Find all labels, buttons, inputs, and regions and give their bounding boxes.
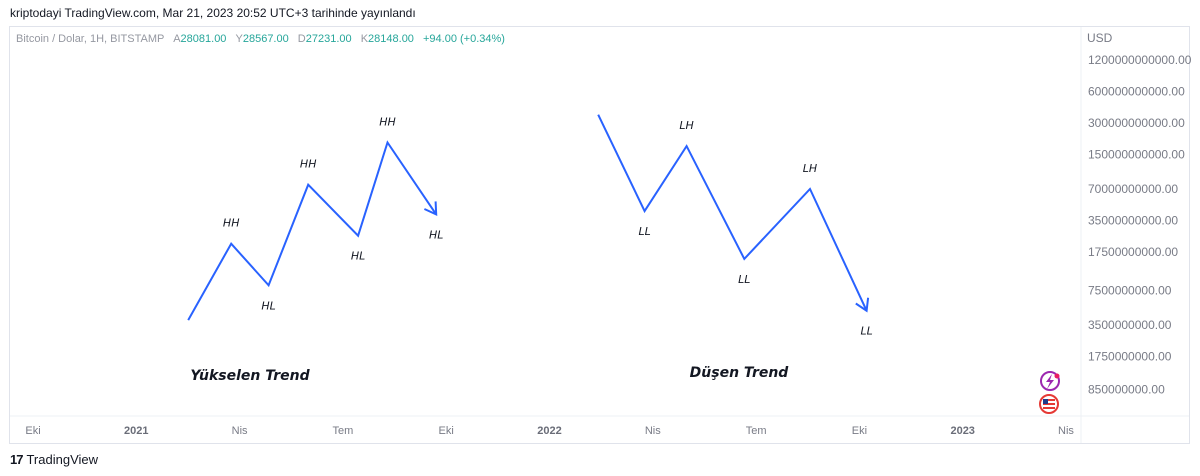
us-flag-icon[interactable] — [1039, 394, 1059, 414]
time-tick-label: Tem — [333, 425, 354, 437]
drawing-layer: HH HL HH HL HH HL Yükselen Trend LL LH LL LH LL Düşe… — [187, 114, 873, 384]
swing-label: HH — [300, 158, 317, 171]
time-tick-label: 2021 — [124, 425, 148, 437]
price-tick-label: 3500000000.00 — [1088, 318, 1172, 332]
legend-open-key: A — [173, 33, 181, 45]
legend-open: 28081.00 — [180, 33, 227, 45]
time-tick-label: 2022 — [537, 425, 561, 437]
time-tick-label: Nis — [645, 425, 661, 437]
trend-annotation: Düşen Trend — [690, 365, 790, 381]
time-tick-label: Eki — [25, 425, 40, 437]
swing-label: HL — [429, 228, 443, 241]
symbol-legend: Bitcoin / Dolar, 1H, BITSTAMP A28081.00 … — [16, 33, 505, 45]
swing-label: LH — [679, 119, 693, 132]
legend-high: 28567.00 — [242, 33, 289, 45]
price-axis[interactable]: 1200000000000.00 600000000000.00 300000000… — [1088, 53, 1192, 396]
legend-low-key: D — [297, 33, 306, 45]
legend-low: 27231.00 — [305, 33, 352, 45]
legend-high-key: Y — [235, 33, 243, 45]
time-axis[interactable]: Eki 2021 Nis Tem Eki 2022 Nis Tem Eki 2023 Nis — [25, 425, 1074, 437]
price-tick-label: 17500000000.00 — [1088, 245, 1178, 259]
wave-arrowhead — [855, 297, 870, 313]
time-tick-label: Eki — [439, 425, 454, 437]
price-tick-label: 1750000000.00 — [1088, 350, 1172, 364]
legend-close: 28148.00 — [368, 33, 414, 45]
swing-label: LH — [803, 162, 817, 175]
price-tick-label: 300000000000.00 — [1088, 116, 1185, 130]
legend-close-key: K — [360, 33, 369, 45]
wave-arrowhead — [423, 201, 438, 216]
swing-label: LL — [860, 325, 872, 338]
wave-line[interactable] — [597, 114, 868, 312]
price-tick-label: 850000000.00 — [1088, 382, 1165, 396]
lightning-icon[interactable] — [1040, 371, 1060, 391]
time-tick-label: Tem — [746, 425, 767, 437]
swing-label: LL — [738, 273, 750, 286]
swing-label: HL — [351, 250, 365, 263]
price-tick-label: 150000000000.00 — [1088, 147, 1185, 161]
swing-label: HH — [379, 116, 396, 129]
legend-symbol[interactable]: Bitcoin / Dolar, 1H, BITSTAMP — [16, 33, 165, 45]
tradingview-logo-text: TradingView — [26, 452, 99, 467]
price-tick-label: 7500000000.00 — [1088, 283, 1172, 297]
chart-frame[interactable] — [9, 26, 1190, 444]
time-tick-label: Nis — [232, 425, 248, 437]
trend-annotation: Yükselen Trend — [190, 368, 310, 384]
wave-line[interactable] — [187, 140, 438, 321]
price-tick-label: 1200000000000.00 — [1088, 53, 1192, 67]
price-tick-label: 35000000000.00 — [1088, 214, 1178, 228]
swing-label: LL — [638, 225, 650, 238]
price-tick-label: 70000000000.00 — [1088, 182, 1178, 196]
time-tick-label: Eki — [852, 425, 867, 437]
time-tick-label: Nis — [1058, 425, 1074, 437]
swing-label: HH — [223, 217, 240, 230]
publish-credit: kriptodayi TradingView.com, Mar 21, 2023… — [10, 6, 416, 20]
price-tick-label: 600000000000.00 — [1088, 85, 1185, 99]
swing-label: HL — [261, 299, 275, 312]
price-axis-unit: USD — [1087, 31, 1113, 45]
tradingview-logo-mark: 17 — [10, 452, 24, 467]
legend-change: +94.00 (+0.34%) — [423, 33, 505, 45]
time-tick-label: 2023 — [950, 425, 974, 437]
tradingview-logo[interactable]: 17 TradingView — [10, 452, 98, 467]
